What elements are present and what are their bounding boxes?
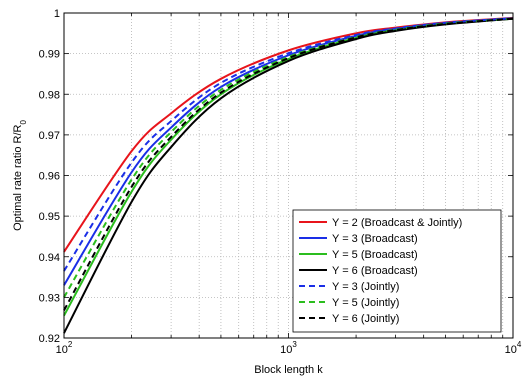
legend: Y = 2 (Broadcast & Jointly) Y = 3 (Broadc… — [292, 209, 502, 333]
y-axis-label-subscript: 0 — [19, 120, 28, 125]
legend-entry-label: Y = 5 (Jointly) — [332, 297, 399, 309]
y-tick-label: 0.95 — [39, 211, 60, 223]
x-tick-label-base: 10 — [56, 344, 68, 356]
y-tick-label: 1 — [54, 8, 60, 20]
y-tick-label: 0.92 — [39, 333, 60, 345]
x-tick-label-base: 10 — [280, 344, 292, 356]
x-tick-label-exponent: 3 — [292, 340, 297, 349]
y-axis-label: Optimal rate ratio R/R0 — [12, 120, 28, 231]
series-layer — [63, 16, 514, 334]
x-tick-label-exponent: 4 — [517, 340, 522, 349]
legend-box — [292, 209, 502, 333]
y-tick-label: 0.98 — [39, 89, 60, 101]
legend-entry-label: Y = 3 (Jointly) — [332, 281, 399, 293]
legend-entry-label: Y = 5 (Broadcast) — [332, 249, 418, 261]
legend-entry-label: Y = 6 (Jointly) — [332, 313, 399, 325]
y-tick-label: 0.96 — [39, 171, 60, 183]
series-line-4 — [63, 17, 514, 334]
x-tick-label-base: 10 — [505, 344, 517, 356]
legend-entry-label: Y = 3 (Broadcast) — [332, 233, 418, 245]
legend-entry-label: Y = 6 (Broadcast) — [332, 265, 418, 277]
y-tick-label: 0.99 — [39, 49, 60, 61]
x-tick-label-exponent: 2 — [68, 340, 73, 349]
x-tick-label: 104 — [505, 340, 522, 356]
y-tick-label: 0.97 — [39, 130, 60, 142]
ticks — [63, 12, 513, 339]
x-axis-label: Block length k — [254, 364, 323, 376]
x-tick-label: 103 — [280, 340, 297, 356]
tick-labels: 102 103 1040.920.930.940.950.960.970.980.9… — [39, 8, 522, 356]
y-tick-label: 0.93 — [39, 292, 60, 304]
y-axis-label-main: Optimal rate ratio R/R — [12, 124, 24, 230]
y-tick-label: 0.94 — [39, 252, 60, 264]
series-line-7 — [63, 17, 514, 311]
x-tick-label: 102 — [56, 340, 73, 356]
legend-entry-label: Y = 2 (Broadcast & Jointly) — [332, 217, 462, 229]
